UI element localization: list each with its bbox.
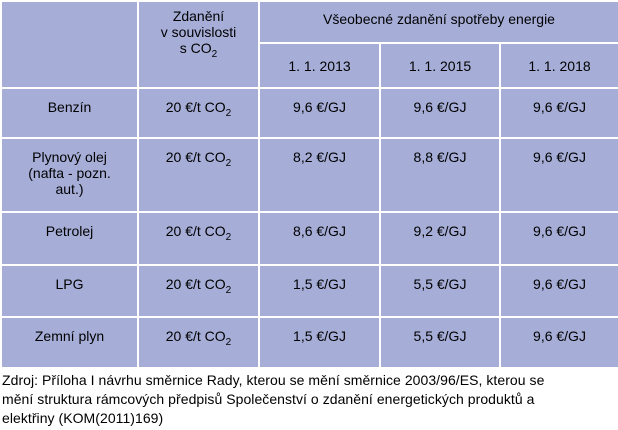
fuel-name-line: Benzín	[47, 99, 92, 115]
energy-tax-table: Zdanění v souvislosti s CO2 Všeobecné zd…	[0, 0, 618, 369]
table-row: Benzín 20 €/t CO2 9,6 €/GJ 9,6 €/GJ 9,6 …	[0, 87, 618, 139]
rate-2013-cell: 8,2 €/GJ	[258, 137, 381, 213]
fuel-name-cell: Benzín	[0, 87, 139, 139]
header-date-2018: 1. 1. 2018	[499, 42, 618, 89]
source-line: Zdroj: Příloha I návrhu směrnice Rady, k…	[2, 372, 545, 388]
co2-subscript: 2	[225, 285, 232, 296]
source-note: Zdroj: Příloha I návrhu směrnice Rady, k…	[2, 371, 616, 428]
header-general-energy-tax: Všeobecné zdanění spotřeby energie	[258, 0, 618, 44]
header-co2-prefix: s CO	[179, 40, 212, 56]
co2-tax-cell: 20 €/t CO2	[137, 264, 260, 318]
co2-tax-cell: 20 €/t CO2	[137, 87, 260, 139]
co2-subscript: 2	[225, 232, 232, 243]
co2-tax-value: 20 €/t CO	[165, 223, 226, 239]
source-line: elektřiny (KOM(2011)169)	[2, 410, 164, 426]
fuel-name-line: Plynový olej	[32, 149, 107, 165]
co2-tax-value: 20 €/t CO	[165, 149, 226, 165]
header-row: Zdanění v souvislosti s CO2 Všeobecné zd…	[0, 0, 618, 89]
co2-subscript: 2	[225, 108, 232, 119]
header-date-2015: 1. 1. 2015	[379, 42, 501, 89]
fuel-name-line: (nafta - pozn.	[28, 165, 111, 181]
rate-2018-cell: 9,6 €/GJ	[499, 87, 618, 139]
rate-2013-cell: 8,6 €/GJ	[258, 211, 381, 266]
table-row: LPG 20 €/t CO2 1,5 €/GJ 5,5 €/GJ 9,6 €/G…	[0, 264, 618, 318]
rate-2015-cell: 5,5 €/GJ	[379, 264, 501, 318]
table-row: Petrolej 20 €/t CO2 8,6 €/GJ 9,2 €/GJ 9,…	[0, 211, 618, 266]
header-co2-line1: Zdanění	[172, 8, 225, 24]
co2-subscript: 2	[225, 337, 232, 348]
rate-2015-cell: 9,6 €/GJ	[379, 87, 501, 139]
co2-tax-cell: 20 €/t CO2	[137, 316, 260, 369]
fuel-name-line: Petrolej	[45, 223, 94, 239]
rate-2018-cell: 9,6 €/GJ	[499, 316, 618, 369]
header-co2-tax: Zdanění v souvislosti s CO2	[137, 0, 260, 89]
co2-tax-cell: 20 €/t CO2	[137, 137, 260, 213]
rate-2018-cell: 9,6 €/GJ	[499, 137, 618, 213]
rate-2013-cell: 1,5 €/GJ	[258, 316, 381, 369]
table-row: Plynový olej (nafta - pozn. aut.) 20 €/t…	[0, 137, 618, 213]
rate-2015-cell: 8,8 €/GJ	[379, 137, 501, 213]
co2-tax-value: 20 €/t CO	[165, 276, 226, 292]
fuel-name-cell: Plynový olej (nafta - pozn. aut.)	[0, 137, 139, 213]
table-row: Zemní plyn 20 €/t CO2 1,5 €/GJ 5,5 €/GJ …	[0, 316, 618, 369]
header-date-2013: 1. 1. 2013	[258, 42, 381, 89]
rate-2015-cell: 9,2 €/GJ	[379, 211, 501, 266]
co2-subscript: 2	[225, 158, 232, 169]
fuel-name-cell: Petrolej	[0, 211, 139, 266]
rate-2013-cell: 1,5 €/GJ	[258, 264, 381, 318]
fuel-name-cell: LPG	[0, 264, 139, 318]
source-line: mění struktura rámcových předpisů Společ…	[2, 391, 535, 407]
fuel-name-line: aut.)	[55, 181, 84, 197]
rate-2015-cell: 5,5 €/GJ	[379, 316, 501, 369]
header-co2-line3: s CO2	[139, 40, 258, 63]
co2-tax-cell: 20 €/t CO2	[137, 211, 260, 266]
fuel-name-cell: Zemní plyn	[0, 316, 139, 369]
co2-tax-value: 20 €/t CO	[165, 99, 226, 115]
header-co2-line2: v souvislosti	[160, 24, 237, 40]
rate-2018-cell: 9,6 €/GJ	[499, 211, 618, 266]
co2-tax-value: 20 €/t CO	[165, 328, 226, 344]
header-dates-row: 1. 1. 2013 1. 1. 2015 1. 1. 2018	[1, 42, 618, 89]
fuel-name-line: LPG	[55, 276, 84, 292]
fuel-name-line: Zemní plyn	[34, 328, 105, 344]
header-co2-subscript: 2	[211, 49, 218, 60]
header-empty-cell	[0, 0, 139, 89]
rate-2013-cell: 9,6 €/GJ	[258, 87, 381, 139]
rate-2018-cell: 9,6 €/GJ	[499, 264, 618, 318]
